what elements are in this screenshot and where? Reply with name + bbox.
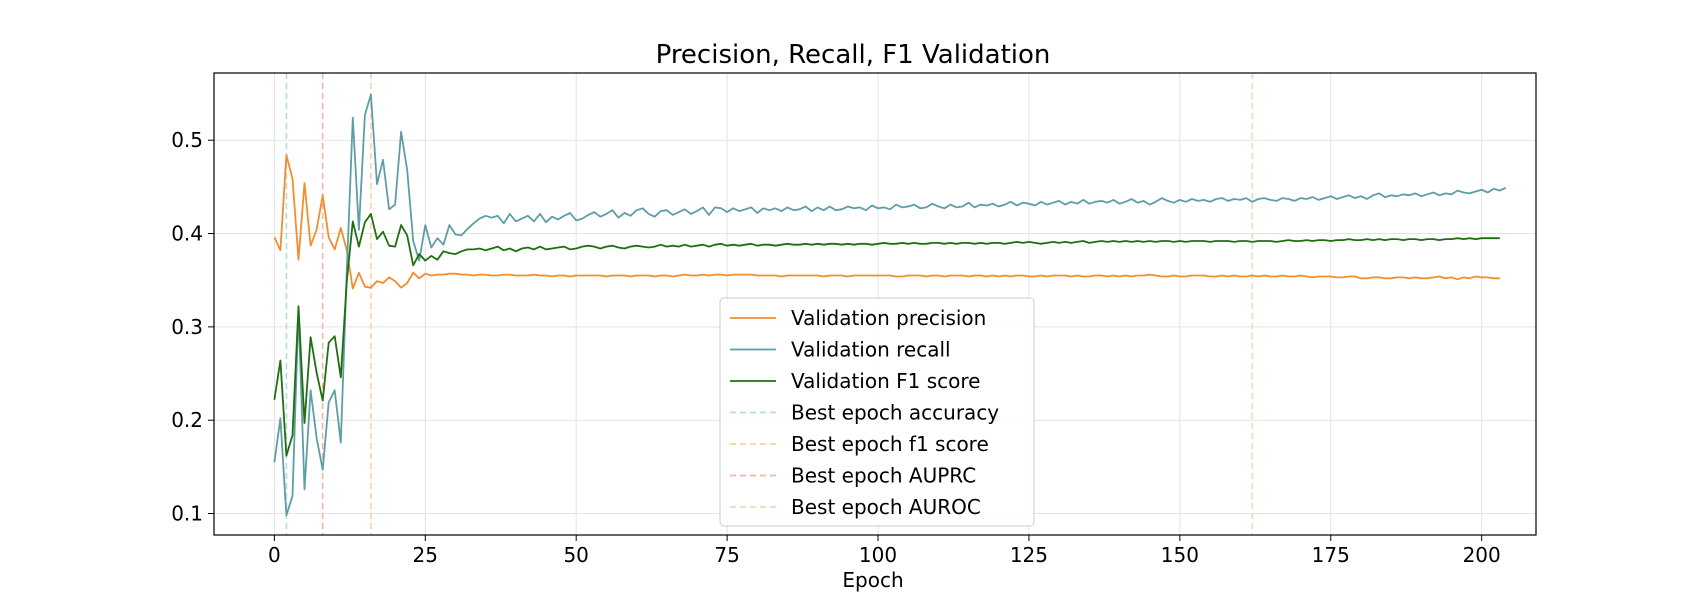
legend-label: Best epoch AUPRC bbox=[791, 464, 976, 488]
series-lines bbox=[273, 93, 1507, 517]
x-tick-label: 50 bbox=[563, 543, 588, 567]
best-epoch-lines bbox=[285, 73, 1254, 535]
y-tick-label: 0.3 bbox=[171, 315, 203, 339]
legend-label: Best epoch AUROC bbox=[791, 495, 981, 519]
chart-title: Precision, Recall, F1 Validation bbox=[656, 40, 1051, 70]
y-tick-label: 0.2 bbox=[171, 408, 203, 432]
series-line-validation-recall bbox=[273, 93, 1507, 517]
legend: Validation precision Validation recall Val… bbox=[719, 297, 1035, 527]
x-tick-label: 200 bbox=[1463, 543, 1501, 567]
series-line-validation-f1-score bbox=[273, 212, 1500, 457]
legend-label: Validation precision bbox=[791, 306, 986, 330]
y-tick-label: 0.5 bbox=[171, 128, 203, 152]
plot-frame bbox=[213, 72, 1537, 536]
x-tick-label: 25 bbox=[413, 543, 438, 567]
series-line-validation-precision bbox=[273, 154, 1500, 290]
x-tick-label: 0 bbox=[268, 543, 281, 567]
x-tick-label: 175 bbox=[1312, 543, 1350, 567]
x-tick-label: 75 bbox=[714, 543, 739, 567]
x-axis-label: Epoch bbox=[842, 568, 903, 592]
axis-ticks: 0 25 50 75 100 125 150 175 200 0.1 0.2 0.3 0.4 0.5 bbox=[171, 128, 1501, 567]
x-tick-label: 150 bbox=[1161, 543, 1199, 567]
legend-label: Best epoch f1 score bbox=[791, 432, 989, 456]
y-tick-label: 0.1 bbox=[171, 502, 203, 526]
legend-label: Validation F1 score bbox=[791, 369, 980, 393]
y-tick-label: 0.4 bbox=[171, 222, 203, 246]
x-tick-label: 125 bbox=[1010, 543, 1048, 567]
legend-label: Validation recall bbox=[791, 338, 951, 362]
grid bbox=[214, 73, 1536, 535]
legend-box bbox=[719, 297, 1035, 527]
x-tick-label: 100 bbox=[859, 543, 897, 567]
legend-label: Best epoch accuracy bbox=[791, 401, 999, 425]
